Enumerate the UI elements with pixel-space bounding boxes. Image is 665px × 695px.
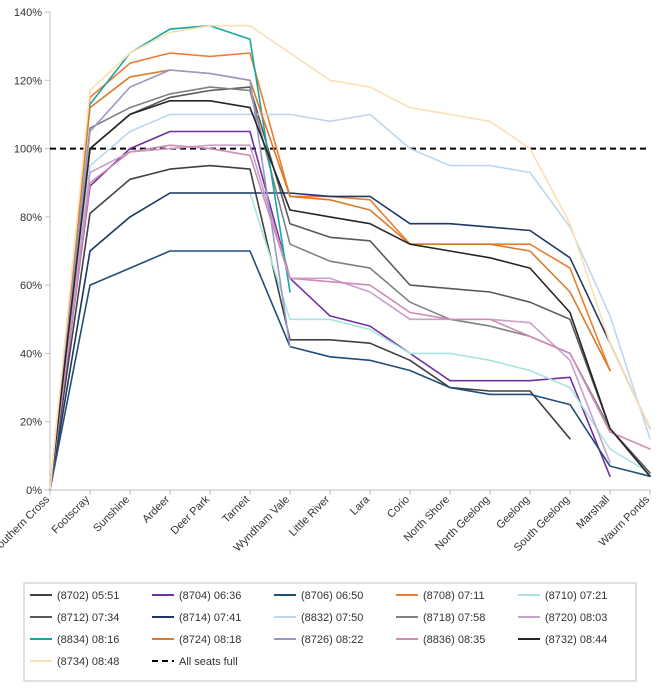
legend-label: (8732) 08:44 [545, 634, 607, 646]
legend-label: (8702) 05:51 [57, 590, 119, 602]
legend-label: (8704) 06:36 [179, 590, 241, 602]
y-tick-label: 80% [20, 212, 42, 224]
legend-label: (8734) 08:48 [57, 656, 119, 668]
legend-label: (8712) 07:34 [57, 612, 119, 624]
legend-label: (8720) 08:03 [545, 612, 607, 624]
legend-label: (8724) 08:18 [179, 634, 241, 646]
chart-svg: 0%20%40%60%80%100%120%140%Southern Cross… [0, 0, 665, 695]
legend-label: (8832) 07:50 [301, 612, 363, 624]
legend-label: (8726) 08:22 [301, 634, 363, 646]
y-tick-label: 40% [20, 348, 42, 360]
legend-label: (8714) 07:41 [179, 612, 241, 624]
train-load-chart: 0%20%40%60%80%100%120%140%Southern Cross… [0, 0, 665, 695]
y-tick-label: 100% [14, 144, 42, 156]
legend-label: (8706) 06:50 [301, 590, 363, 602]
legend-label: All seats full [179, 656, 238, 668]
legend-label: (8710) 07:21 [545, 590, 607, 602]
y-tick-label: 140% [14, 7, 42, 19]
legend-label: (8836) 08:35 [423, 634, 485, 646]
y-tick-label: 120% [14, 75, 42, 87]
legend-label: (8834) 08:16 [57, 634, 119, 646]
legend-label: (8718) 07:58 [423, 612, 485, 624]
y-tick-label: 20% [20, 417, 42, 429]
y-tick-label: 0% [26, 485, 42, 497]
y-tick-label: 60% [20, 280, 42, 292]
legend-label: (8708) 07:11 [423, 590, 485, 602]
